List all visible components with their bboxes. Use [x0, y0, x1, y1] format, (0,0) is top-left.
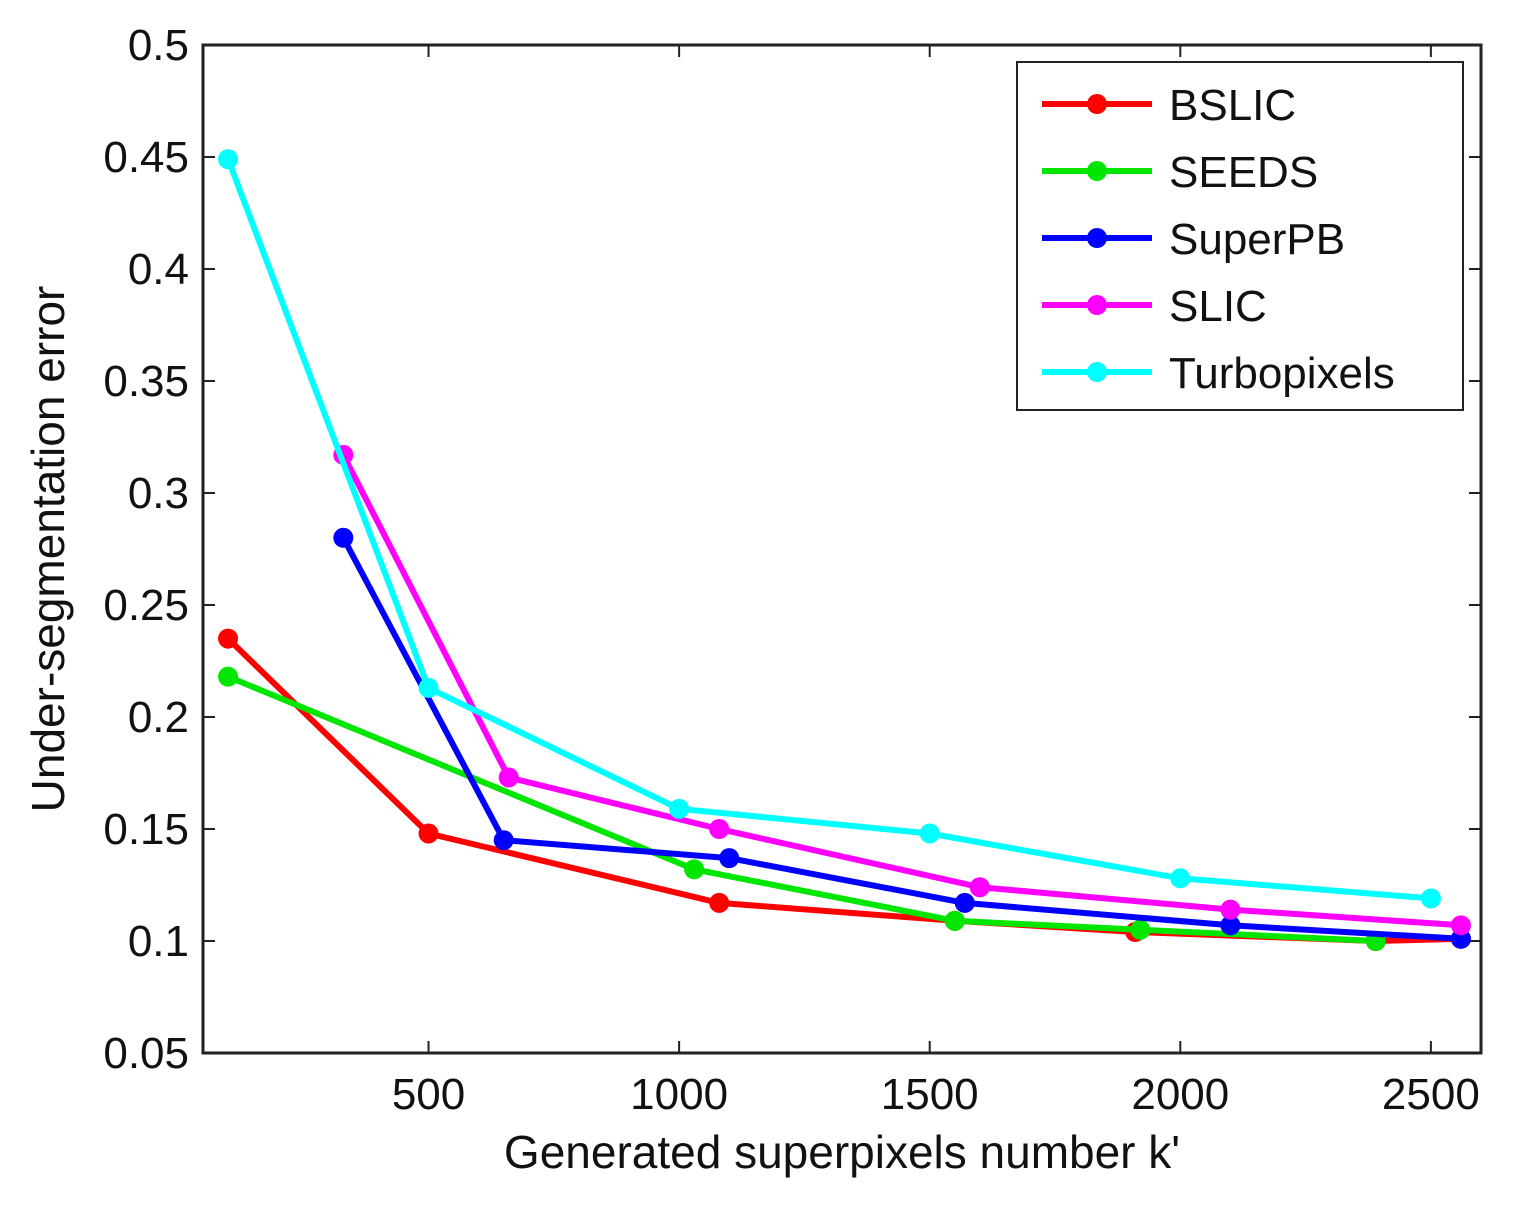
y-tick-label: 0.05: [103, 1029, 189, 1078]
data-point-turbopixels: [669, 798, 690, 819]
legend-entry-turbopixels: Turbopixels: [1042, 349, 1395, 398]
series-line-superpb: [340, 534, 1464, 942]
data-point-bslic: [218, 628, 239, 649]
y-tick-label: 0.5: [128, 21, 189, 70]
data-point-superpb: [333, 527, 354, 548]
y-tick-label: 0.45: [103, 133, 189, 182]
data-point-superpb: [1220, 915, 1241, 936]
data-point-turbopixels: [418, 677, 439, 698]
y-tick-label: 0.35: [103, 357, 189, 406]
x-tick-label: 1000: [630, 1070, 728, 1119]
data-point-slic: [1220, 899, 1241, 920]
series-turbopixels: [218, 149, 1441, 909]
x-tick-label: 2500: [1382, 1070, 1480, 1119]
x-tick-label: 2000: [1131, 1070, 1229, 1119]
legend-entry-slic: SLIC: [1042, 282, 1267, 331]
legend: BSLIC SEEDS SuperPB SLIC Turbopixels: [1016, 61, 1464, 411]
y-tick-label: 0.4: [128, 245, 189, 294]
legend-label: Turbopixels: [1169, 349, 1395, 398]
legend-entry-seeds: SEEDS: [1042, 148, 1318, 197]
x-tick-label: 1500: [881, 1070, 979, 1119]
y-tick-label: 0.3: [128, 469, 189, 518]
data-point-seeds: [218, 666, 239, 687]
legend-label: SEEDS: [1169, 148, 1318, 197]
data-point-turbopixels: [919, 823, 940, 844]
data-point-slic: [709, 819, 730, 839]
legend-swatch-marker: [1087, 362, 1107, 382]
y-tick-label: 0.1: [128, 917, 189, 966]
legend-swatch-marker: [1087, 295, 1107, 315]
data-point-slic: [498, 767, 519, 788]
data-point-turbopixels: [218, 149, 239, 170]
data-point-superpb: [719, 848, 740, 869]
data-point-seeds: [1130, 919, 1151, 940]
legend-swatch-marker: [1087, 161, 1107, 181]
x-axis-title: Generated superpixels number k': [504, 1126, 1180, 1178]
y-tick-label: 0.15: [103, 805, 189, 854]
legend-label: SLIC: [1169, 282, 1267, 331]
axis-ticks: 0.05 0.1 0.15 0.2 0.25 0.3 0.35 0.4 0.45 0.5 500 10…: [103, 21, 1481, 1119]
legend-entry-bslic: BSLIC: [1042, 81, 1296, 130]
y-axis-title: Under-segmentation error: [22, 286, 74, 813]
series-line-turbopixels: [225, 156, 1434, 902]
legend-entry-superpb: SuperPB: [1042, 215, 1345, 264]
data-point-superpb: [954, 892, 975, 913]
series-layer: [218, 149, 1471, 951]
data-point-slic: [1450, 915, 1471, 936]
legend-label: SuperPB: [1169, 215, 1345, 264]
data-point-seeds: [684, 859, 705, 880]
data-point-seeds: [944, 910, 965, 931]
data-point-bslic: [418, 823, 439, 844]
y-tick-label: 0.25: [103, 581, 189, 630]
data-point-slic: [969, 877, 990, 898]
data-point-bslic: [709, 892, 730, 913]
legend-swatch-marker: [1087, 94, 1107, 114]
x-tick-label: 500: [392, 1070, 465, 1119]
legend-swatch-marker: [1087, 228, 1107, 248]
series-slic: [333, 444, 1471, 936]
data-point-superpb: [493, 830, 514, 851]
data-point-turbopixels: [1420, 888, 1441, 909]
y-tick-label: 0.2: [128, 693, 189, 742]
legend-label: BSLIC: [1169, 81, 1296, 130]
series-superpb: [333, 527, 1471, 949]
series-line-slic: [340, 451, 1464, 929]
data-point-turbopixels: [1170, 868, 1191, 889]
